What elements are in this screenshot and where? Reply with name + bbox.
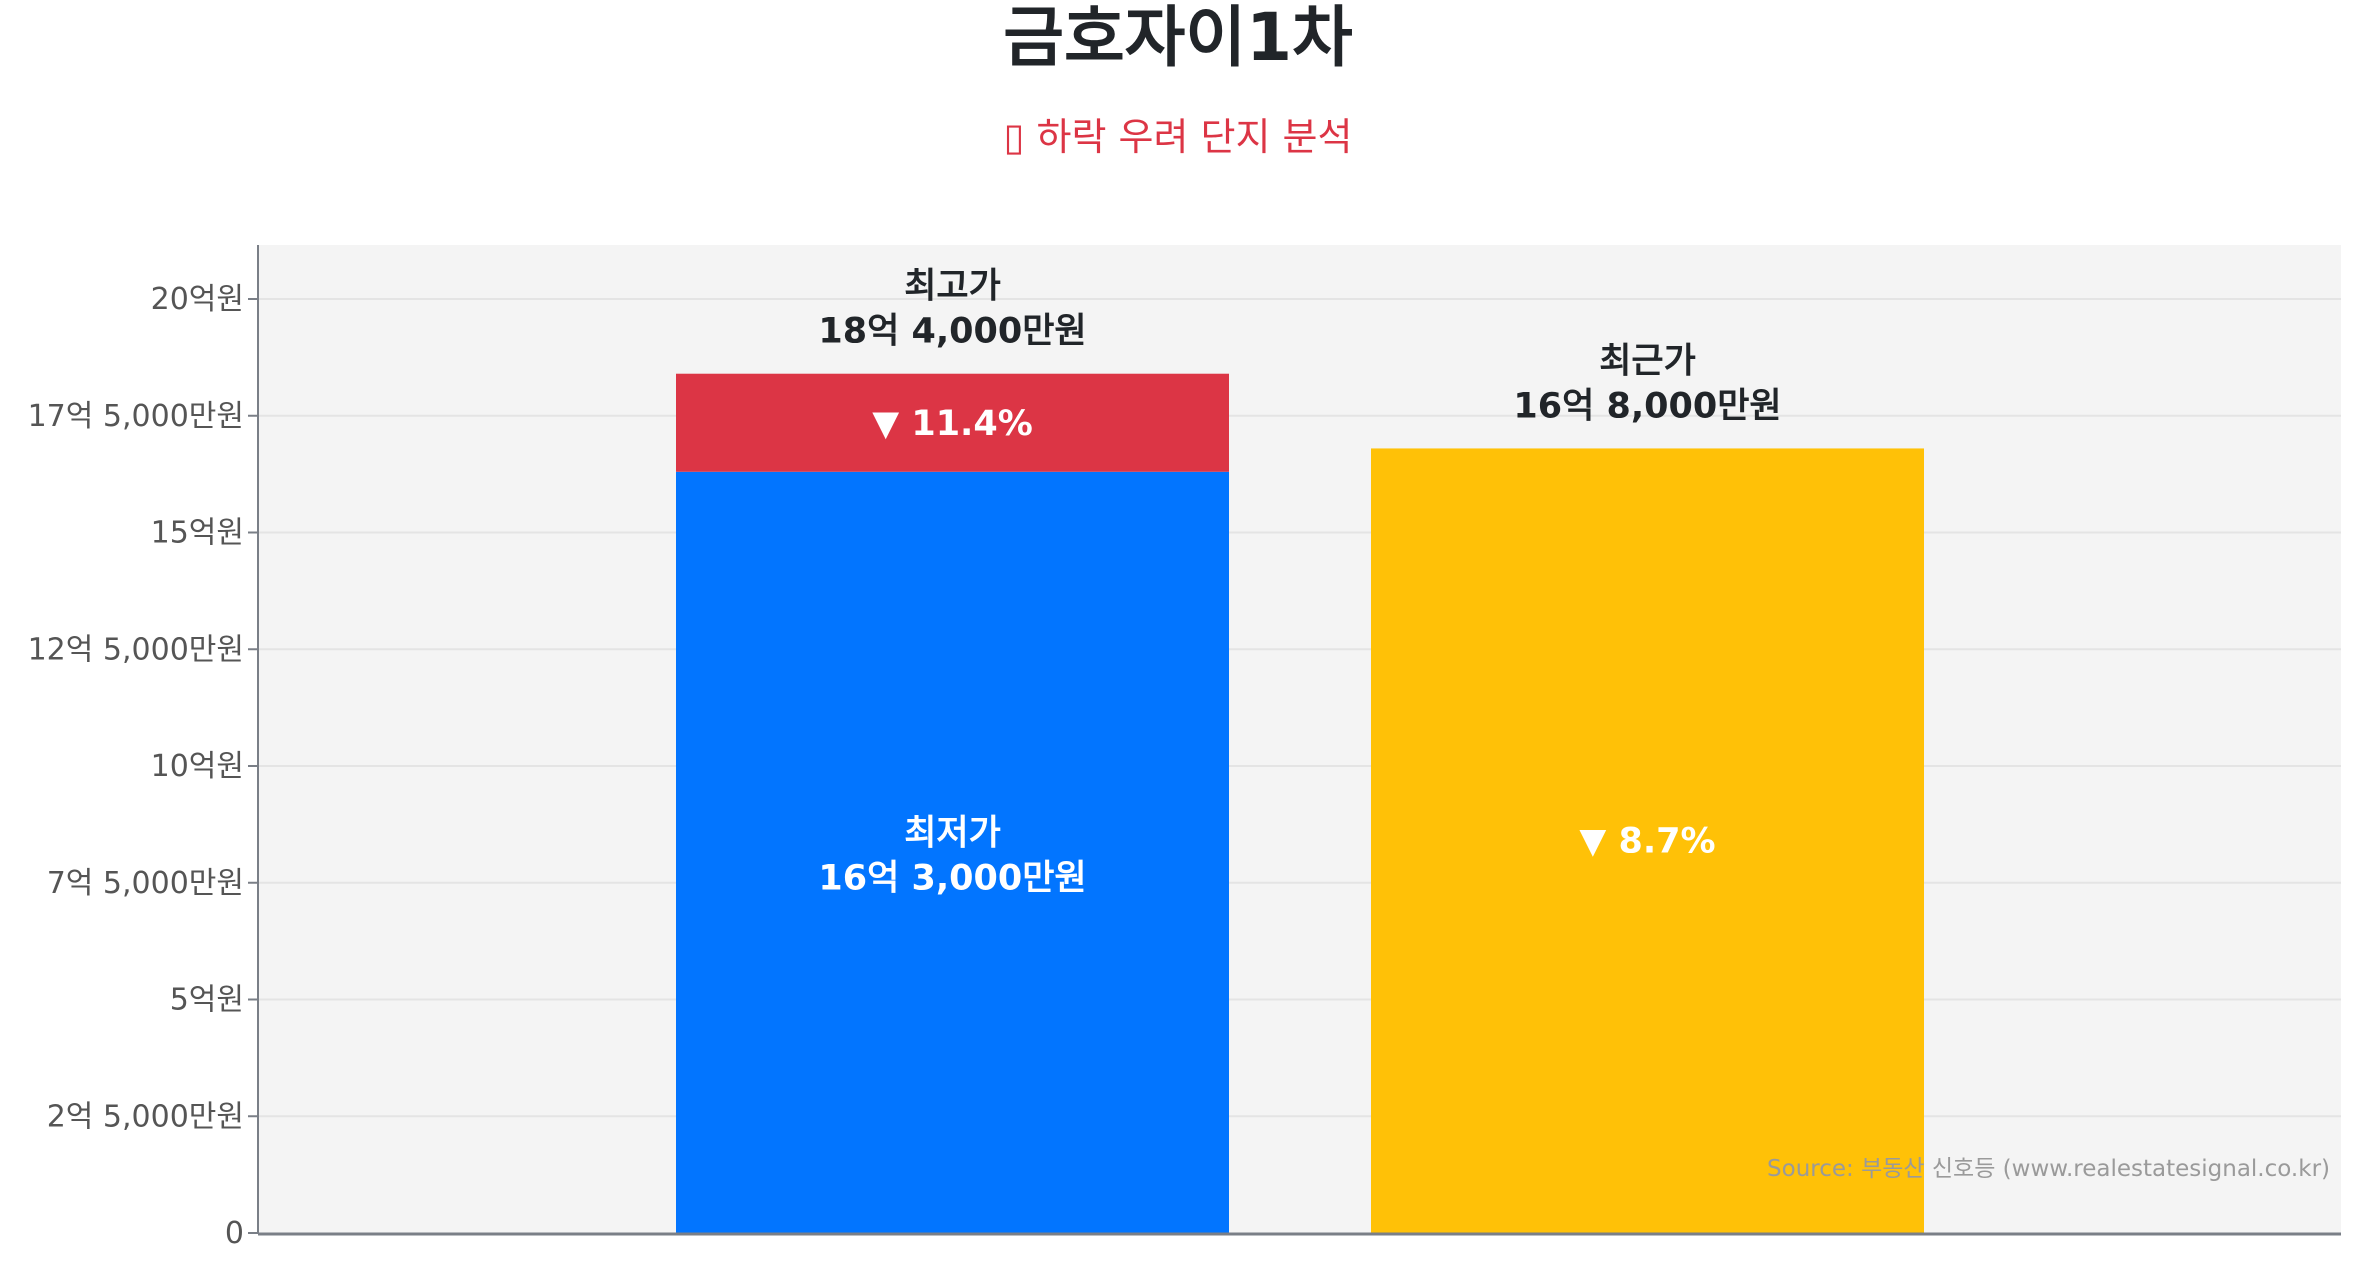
y-tick-label: 15억원 (151, 516, 244, 551)
label-recent-name: 최근가 (1599, 341, 1696, 381)
y-tick-label: 20억원 (151, 282, 244, 317)
bar-highest-price-gap (676, 373, 1229, 472)
label-highest-value: 18억 4,000만원 (818, 312, 1086, 352)
y-tick-label: 17억 5,000만원 (28, 399, 244, 434)
y-tick-label: 10억원 (151, 749, 244, 784)
label-lowest-name: 최저가 (904, 813, 1001, 853)
source-note: Source: 부동산 신호등 (www.realestatesignal.co… (1767, 1156, 2330, 1182)
y-tick-label: 5억원 (170, 983, 244, 1018)
bar-recent-price (1371, 448, 1924, 1233)
change-label-highest: ▼ 11.4% (872, 404, 1033, 444)
y-tick-label: 7억 5,000만원 (47, 866, 244, 901)
label-highest-name: 최고가 (904, 267, 1001, 307)
label-recent-value: 16억 8,000만원 (1513, 386, 1781, 426)
y-tick-label: 12억 5,000만원 (28, 632, 244, 667)
plot-area (258, 245, 2341, 1233)
chart-subtitle: ▯ 하락 우려 단지 분석 (1004, 115, 1353, 159)
y-tick-label: 2억 5,000만원 (47, 1099, 244, 1134)
bar-lowest-price (676, 471, 1229, 1233)
change-label-recent: ▼ 8.7% (1579, 822, 1715, 862)
chart-title: 금호자이1차 (1003, 0, 1353, 76)
y-tick-label: 0 (225, 1216, 244, 1251)
label-lowest-value: 16억 3,000만원 (818, 858, 1086, 898)
